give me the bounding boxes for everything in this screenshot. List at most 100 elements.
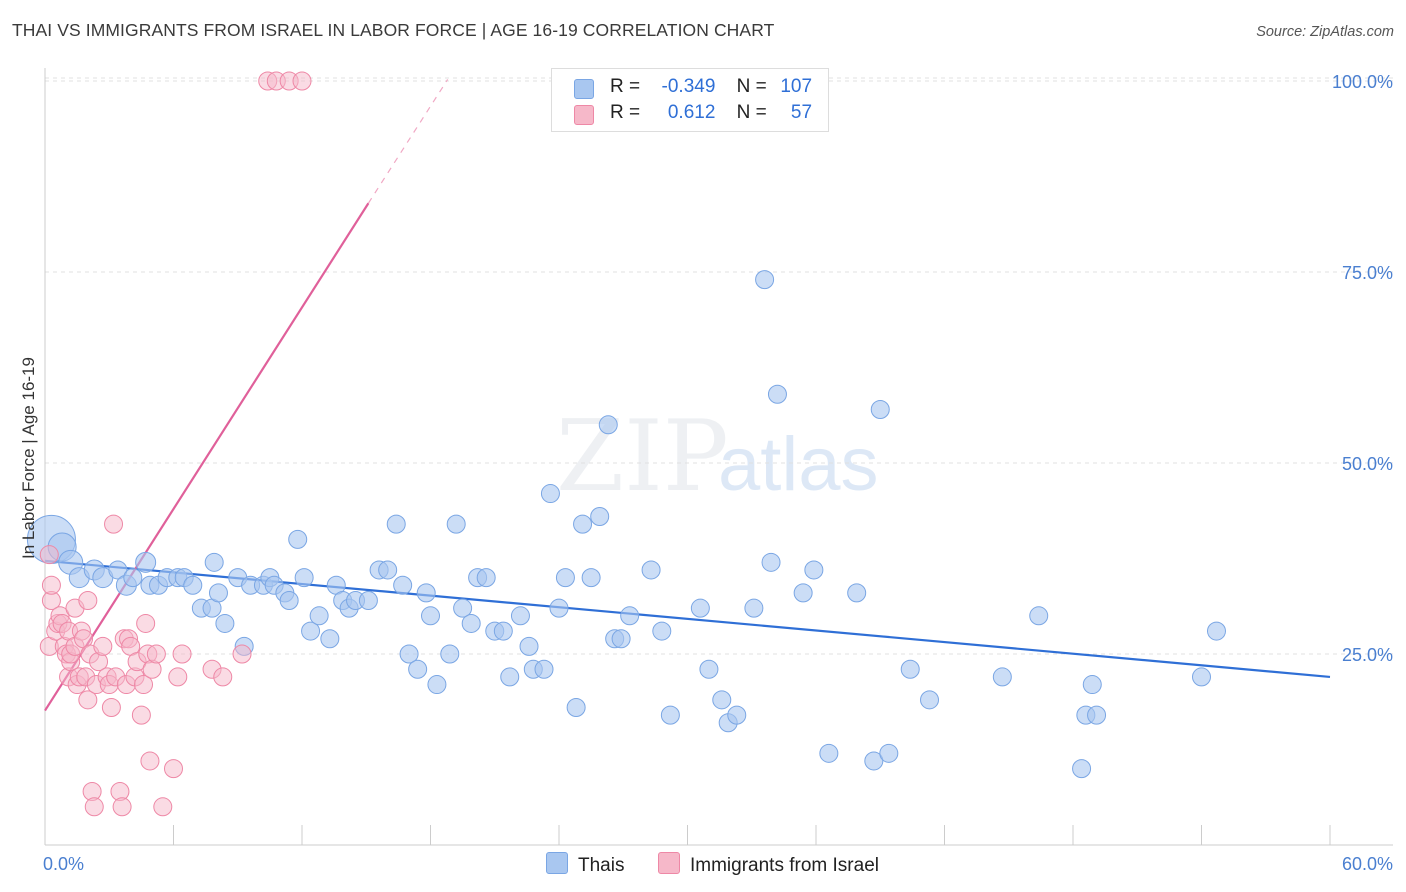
thais-point-83 <box>767 384 787 404</box>
thais-point-57 <box>510 606 530 626</box>
thais-point-97 <box>1082 675 1102 695</box>
israel-point-28 <box>93 636 113 656</box>
watermark-zip: ZIP <box>556 400 729 514</box>
thais-point-32 <box>309 606 329 626</box>
thais-point-98 <box>1087 705 1107 725</box>
data-points <box>26 71 1226 817</box>
thais-point-9 <box>135 551 157 573</box>
thais-point-46 <box>421 606 440 626</box>
thais-point-15 <box>183 575 203 595</box>
thais-point-6 <box>108 560 128 580</box>
thais-point-77 <box>712 690 732 710</box>
legend-r-label: R = <box>610 76 641 97</box>
legend-swatch-israel <box>574 105 594 125</box>
thais-point-90 <box>879 743 899 763</box>
thais-point-8 <box>123 568 143 588</box>
watermark-atlas: atlas <box>718 422 879 507</box>
israel-trend-extension <box>367 79 449 204</box>
thais-point-72 <box>641 560 661 580</box>
israel-point-48 <box>146 644 166 664</box>
thais-point-81 <box>755 270 775 290</box>
israel-point-25 <box>84 797 104 817</box>
watermark: ZIP atlas <box>556 400 879 514</box>
thais-point-48 <box>440 644 460 664</box>
israel-point-35 <box>112 797 132 817</box>
bottom-legend-swatch-thais <box>546 852 568 874</box>
bottom-legend-thais: Thais <box>546 852 624 877</box>
legend-swatch-thais <box>574 79 594 99</box>
israel-point-46 <box>140 751 160 771</box>
thais-point-95 <box>1072 759 1092 779</box>
thais-point-74 <box>660 705 680 725</box>
y-axis-label: In Labor Force | Age 16-19 <box>19 357 38 559</box>
thais-point-29 <box>288 529 308 549</box>
bottom-legend-israel: Immigrants from Israel <box>658 852 879 877</box>
israel-point-21 <box>78 690 98 710</box>
thais-point-43 <box>399 644 419 664</box>
legend-stats-israel: R = 0.612 N = 57 <box>610 102 812 124</box>
x-tick-label-0: 0.0% <box>43 854 84 874</box>
thais-point-31 <box>301 621 321 641</box>
thais-point-19 <box>208 583 228 603</box>
thais-point-99 <box>1192 667 1211 687</box>
thais-point-79 <box>727 705 747 725</box>
thais-point-63 <box>555 568 575 588</box>
israel-point-32 <box>104 514 124 534</box>
source-credit: Source: ZipAtlas.com <box>1256 24 1394 40</box>
thais-point-33 <box>320 629 340 649</box>
thais-point-49 <box>446 514 466 534</box>
thais-point-18 <box>204 552 224 572</box>
thais-point-61 <box>540 484 560 504</box>
israel-point-59 <box>292 71 312 91</box>
y-tick-label-0: 25.0% <box>1342 645 1393 665</box>
thais-point-64 <box>566 697 586 717</box>
legend-r-label: R = <box>610 102 641 123</box>
legend-n-label: N = <box>736 102 767 123</box>
thais-point-73 <box>652 621 672 641</box>
thais-point-67 <box>590 506 610 526</box>
thais-point-70 <box>611 629 631 649</box>
correlation-legend: R = -0.349 N = 107 R = 0.612 N = 57 <box>551 68 829 132</box>
thais-point-75 <box>690 598 710 618</box>
thais-point-94 <box>1029 606 1049 626</box>
israel-point-1 <box>39 545 59 565</box>
thais-point-20 <box>215 613 235 633</box>
thais-point-87 <box>847 583 867 603</box>
thais-point-66 <box>581 568 601 588</box>
legend-n-value: 107 <box>780 76 813 97</box>
bottom-legend-swatch-israel <box>658 852 680 874</box>
thais-point-53 <box>476 568 496 588</box>
tick-labels: 25.0% 50.0% 75.0% 100.0% 0.0% 60.0% <box>43 72 1393 874</box>
axes <box>44 68 1393 846</box>
thais-point-38 <box>358 591 378 611</box>
israel-point-49 <box>153 797 173 817</box>
thais-point-60 <box>534 659 554 679</box>
trend-lines <box>44 79 1331 712</box>
chart-title: THAI VS IMMIGRANTS FROM ISRAEL IN LABOR … <box>12 20 775 40</box>
thais-point-42 <box>393 575 413 595</box>
thais-point-76 <box>699 659 719 679</box>
thais-point-51 <box>461 613 481 633</box>
y-tick-label-2: 75.0% <box>1342 263 1393 283</box>
israel-point-43 <box>134 675 154 695</box>
thais-point-89 <box>870 400 890 420</box>
thais-point-30 <box>294 568 314 588</box>
thais-point-45 <box>416 583 436 603</box>
thais-point-88 <box>864 751 884 771</box>
thais-point-47 <box>427 675 447 695</box>
grid-lines <box>45 77 1393 655</box>
thais-point-84 <box>793 583 813 603</box>
israel-point-54 <box>213 667 233 687</box>
thais-point-71 <box>620 606 640 626</box>
legend-n-value: 57 <box>790 102 813 123</box>
y-tick-label-3: 100.0% <box>1332 72 1393 92</box>
legend-stats-thais: R = -0.349 N = 107 <box>610 76 812 98</box>
thais-point-80 <box>744 598 764 618</box>
thais-point-55 <box>493 621 513 641</box>
thais-point-86 <box>819 743 839 763</box>
thais-point-68 <box>598 415 618 435</box>
thais-point-85 <box>804 560 824 580</box>
thais-point-58 <box>519 636 539 656</box>
israel-trend-line <box>44 202 370 712</box>
